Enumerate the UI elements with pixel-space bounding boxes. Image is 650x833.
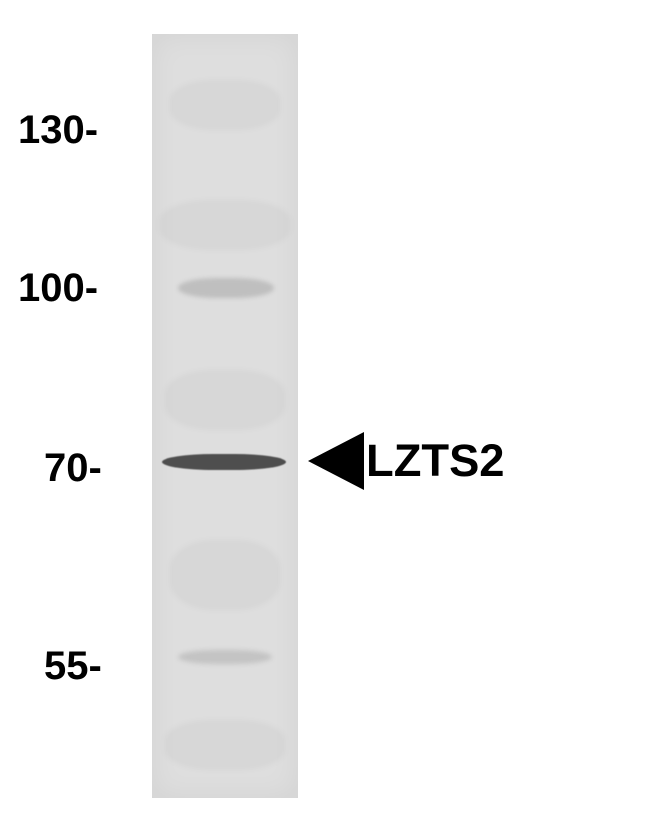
arrow-left-icon [308, 432, 364, 490]
lane-noise [170, 540, 280, 610]
mw-marker-label: 70- [44, 446, 102, 491]
band-pointer: LZTS2 [308, 432, 505, 490]
lane-noise [165, 370, 285, 430]
protein-label: LZTS2 [366, 432, 505, 490]
blot-band [162, 454, 286, 470]
lane-noise [160, 200, 290, 250]
lane-noise [170, 80, 280, 130]
blot-band [178, 650, 272, 664]
western-blot-figure: 130- 100- 70- 55- LZTS2 [0, 0, 650, 833]
blot-band [178, 278, 274, 298]
mw-marker-label: 55- [44, 644, 102, 689]
mw-marker-label: 130- [18, 108, 98, 153]
mw-marker-label: 100- [18, 266, 98, 311]
lane-noise [165, 720, 285, 770]
